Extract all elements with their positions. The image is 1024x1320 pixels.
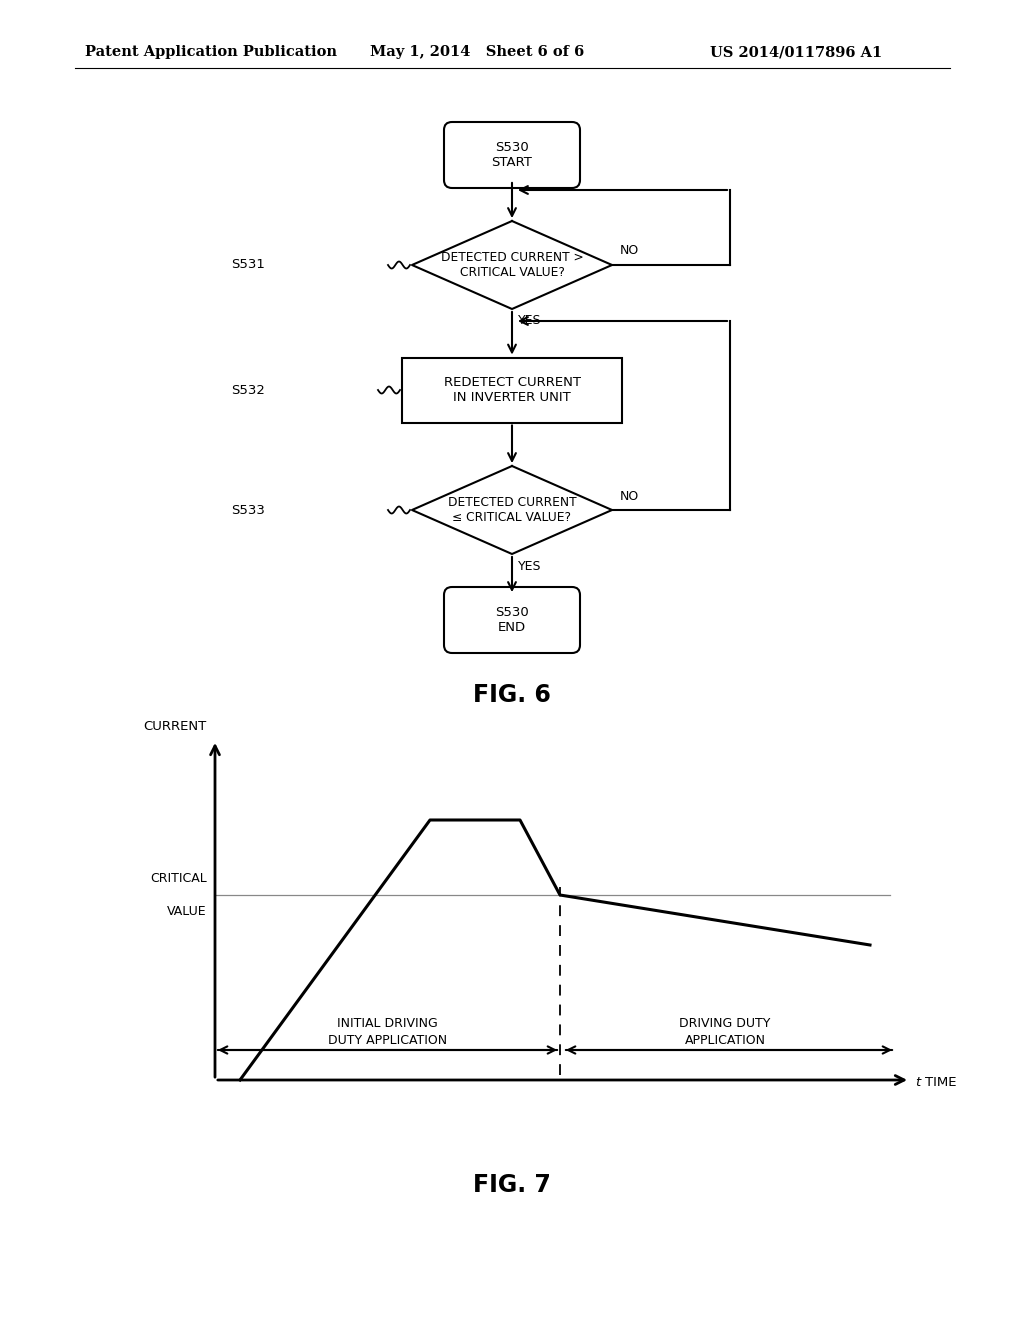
FancyBboxPatch shape — [444, 587, 580, 653]
Bar — [402, 358, 622, 422]
Text: NO: NO — [620, 244, 639, 257]
Text: REDETECT CURRENT
IN INVERTER UNIT: REDETECT CURRENT IN INVERTER UNIT — [443, 376, 581, 404]
Text: DETECTED CURRENT
≤ CRITICAL VALUE?: DETECTED CURRENT ≤ CRITICAL VALUE? — [447, 496, 577, 524]
Text: VALUE: VALUE — [167, 906, 207, 917]
Text: APPLICATION: APPLICATION — [684, 1034, 766, 1047]
Text: S530
START: S530 START — [492, 141, 532, 169]
Text: NO: NO — [620, 490, 639, 503]
Text: S531: S531 — [231, 259, 265, 272]
Text: FIG. 6: FIG. 6 — [473, 682, 551, 708]
Text: FIG. 7: FIG. 7 — [473, 1173, 551, 1197]
Text: CRITICAL: CRITICAL — [151, 873, 207, 884]
Text: S533: S533 — [231, 503, 265, 516]
FancyBboxPatch shape — [444, 121, 580, 187]
Text: DRIVING DUTY: DRIVING DUTY — [679, 1016, 771, 1030]
Text: DETECTED CURRENT >
CRITICAL VALUE?: DETECTED CURRENT > CRITICAL VALUE? — [440, 251, 584, 279]
Text: INITIAL DRIVING: INITIAL DRIVING — [337, 1016, 438, 1030]
Text: YES: YES — [518, 560, 542, 573]
Text: US 2014/0117896 A1: US 2014/0117896 A1 — [710, 45, 883, 59]
Text: YES: YES — [518, 314, 542, 327]
Text: TIME: TIME — [925, 1077, 956, 1089]
Text: S530
END: S530 END — [496, 606, 528, 634]
Text: t: t — [915, 1077, 921, 1089]
Text: DUTY APPLICATION: DUTY APPLICATION — [328, 1034, 447, 1047]
Text: CURRENT: CURRENT — [143, 721, 207, 734]
Text: Patent Application Publication: Patent Application Publication — [85, 45, 337, 59]
Text: S532: S532 — [231, 384, 265, 396]
Text: May 1, 2014   Sheet 6 of 6: May 1, 2014 Sheet 6 of 6 — [370, 45, 585, 59]
